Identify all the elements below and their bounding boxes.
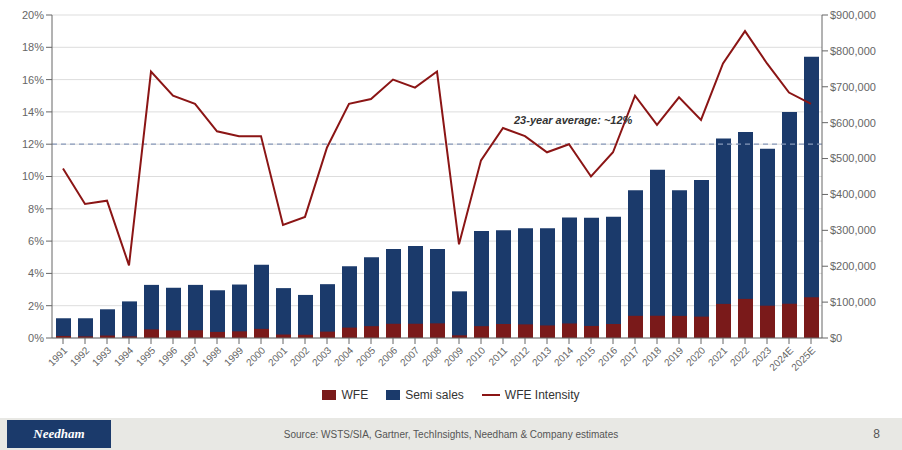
html-text:Needham: Needham: [33, 426, 85, 441]
svg-text:16%: 16%: [22, 74, 44, 86]
svg-text:2004: 2004: [332, 344, 356, 368]
html-text:Source: WSTS/SIA, Gartner, Tec: Source: WSTS/SIA, Gartner, TechInsights,…: [283, 428, 619, 440]
svg-text:$0: $0: [830, 332, 842, 344]
svg-text:2007: 2007: [398, 344, 422, 368]
svg-text:2005: 2005: [354, 344, 378, 368]
svg-text:18%: 18%: [22, 41, 44, 53]
svg-text:$200,000: $200,000: [830, 260, 876, 272]
svg-text:2006: 2006: [376, 344, 400, 368]
svg-text:$400,000: $400,000: [830, 188, 876, 200]
svg-text:20%: 20%: [22, 9, 44, 21]
svg-text:1996: 1996: [156, 344, 180, 368]
svg-text:1997: 1997: [178, 344, 202, 368]
svg-text:1995: 1995: [134, 344, 158, 368]
svg-text:6%: 6%: [28, 235, 44, 247]
html-text:Semi sales: Semi sales: [405, 388, 464, 402]
svg-text:$800,000: $800,000: [830, 45, 876, 57]
svg-text:2012: 2012: [508, 344, 532, 368]
svg-text:1992: 1992: [68, 344, 92, 368]
svg-text:$300,000: $300,000: [830, 224, 876, 236]
svg-text:2017: 2017: [618, 344, 642, 368]
svg-text:2008: 2008: [420, 344, 444, 368]
svg-text:1999: 1999: [222, 344, 246, 368]
svg-text:2016: 2016: [596, 344, 620, 368]
svg-text:2024E: 2024E: [767, 344, 796, 373]
svg-text:2025E: 2025E: [789, 344, 817, 372]
svg-text:2021: 2021: [706, 344, 730, 368]
svg-text:2020: 2020: [684, 344, 708, 368]
html-text:8: 8: [873, 427, 880, 441]
svg-text:2%: 2%: [28, 300, 44, 312]
svg-text:2000: 2000: [244, 344, 268, 368]
svg-text:2001: 2001: [266, 344, 290, 368]
svg-text:2003: 2003: [310, 344, 334, 368]
svg-text:4%: 4%: [28, 267, 44, 279]
svg-text:2022: 2022: [728, 344, 752, 368]
svg-text:2010: 2010: [464, 344, 488, 368]
svg-text:2009: 2009: [442, 344, 466, 368]
svg-text:2014: 2014: [552, 344, 576, 368]
svg-text:1994: 1994: [112, 344, 136, 368]
svg-text:0%: 0%: [28, 332, 44, 344]
svg-text:$600,000: $600,000: [830, 117, 876, 129]
html-text:WFE: WFE: [341, 388, 369, 402]
svg-text:8%: 8%: [28, 203, 44, 215]
svg-text:2011: 2011: [486, 344, 509, 367]
svg-text:2002: 2002: [288, 344, 312, 368]
svg-text:2018: 2018: [640, 344, 664, 368]
svg-text:2019: 2019: [662, 344, 686, 368]
svg-text:$500,000: $500,000: [830, 152, 876, 164]
svg-text:$100,000: $100,000: [830, 296, 876, 308]
svg-text:2013: 2013: [530, 344, 554, 368]
svg-text:10%: 10%: [22, 170, 44, 182]
svg-text:1991: 1991: [46, 344, 70, 368]
svg-text:1993: 1993: [90, 344, 114, 368]
svg-text:2015: 2015: [574, 344, 598, 368]
svg-text:14%: 14%: [22, 106, 44, 118]
svg-text:1998: 1998: [200, 344, 224, 368]
svg-text:12%: 12%: [22, 138, 44, 150]
svg-text:23-year average: ~12%: 23-year average: ~12%: [513, 114, 633, 126]
svg-text:2023: 2023: [749, 344, 774, 369]
svg-text:$900,000: $900,000: [830, 9, 876, 21]
svg-text:$700,000: $700,000: [830, 81, 876, 93]
html-text:WFE Intensity: WFE Intensity: [504, 388, 580, 402]
